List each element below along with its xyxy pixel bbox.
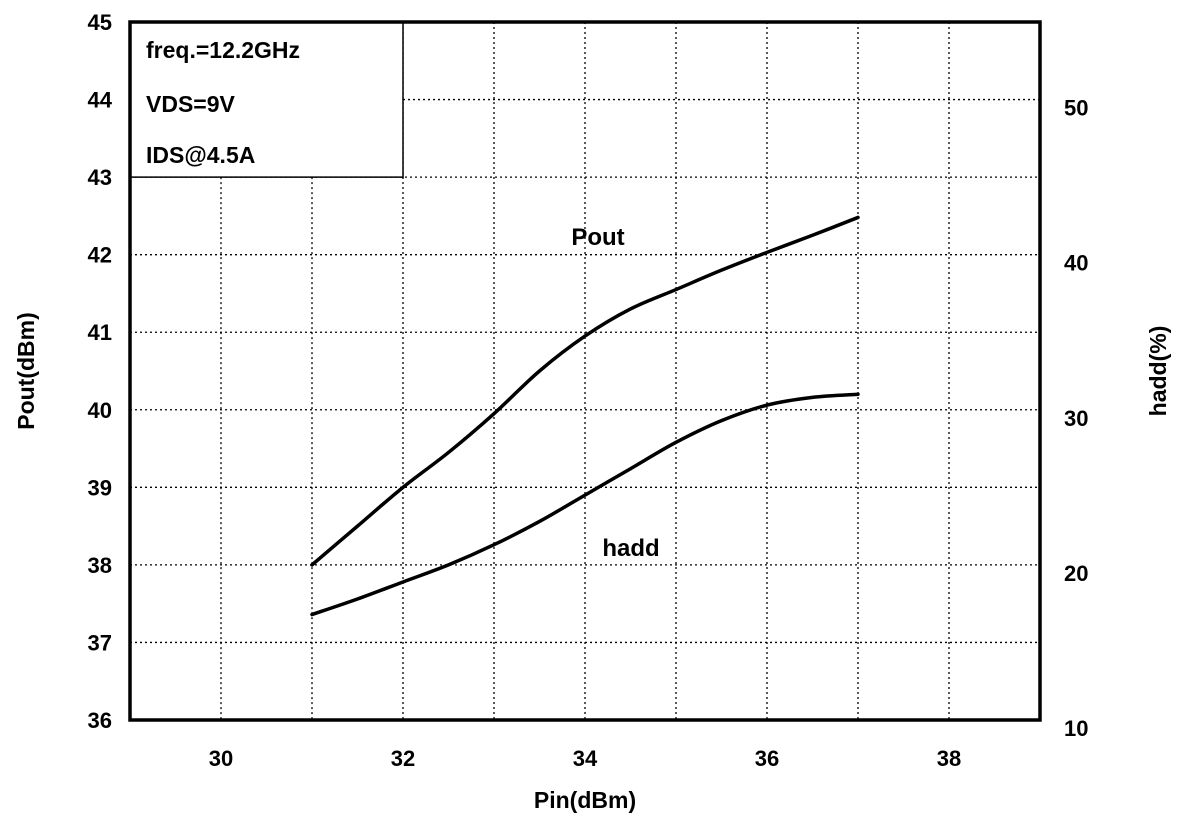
- annotation-frequency: freq.=12.2GHz: [146, 37, 300, 63]
- y2-tick-label: 40: [1064, 251, 1088, 276]
- series-label-hadd: hadd: [602, 535, 659, 562]
- y-tick-label: 40: [88, 398, 112, 423]
- x-tick-label: 36: [755, 746, 779, 771]
- annotation-ids: IDS@4.5A: [146, 142, 255, 168]
- y2-tick-labels: 10 20 30 40 50: [1064, 96, 1088, 741]
- y2-axis-title: hadd(%): [1145, 326, 1171, 417]
- y-tick-label: 42: [88, 243, 112, 268]
- info-box-border: [129, 21, 404, 178]
- series-line-pout: [310, 215, 860, 567]
- x-tick-labels: 30 32 34 36 38: [209, 746, 961, 771]
- x-axis-title: Pin(dBm): [534, 787, 636, 813]
- y-tick-label: 44: [88, 88, 113, 113]
- y2-tick-label: 50: [1064, 96, 1088, 121]
- annotation-vds: VDS=9V: [146, 91, 236, 117]
- y-tick-label: 39: [88, 475, 112, 500]
- y2-tick-label: 20: [1064, 561, 1088, 586]
- y2-tick-label: 30: [1064, 406, 1088, 431]
- x-tick-label: 34: [573, 746, 598, 771]
- series-label-pout: Pout: [571, 224, 624, 251]
- plot-frame: [128, 20, 1042, 722]
- series-lines: [310, 215, 860, 617]
- y-tick-label: 36: [88, 708, 112, 733]
- y-axis-title: Pout(dBm): [13, 312, 39, 430]
- x-tick-label: 30: [209, 746, 233, 771]
- info-box: freq.=12.2GHz VDS=9V IDS@4.5A: [129, 21, 404, 178]
- y-tick-label: 45: [88, 10, 112, 35]
- series-line-hadd: [310, 392, 860, 617]
- x-tick-label: 32: [391, 746, 415, 771]
- y-tick-label: 41: [88, 320, 112, 345]
- y-tick-label: 37: [88, 630, 112, 655]
- y2-tick-label: 10: [1064, 716, 1088, 741]
- x-tick-label: 38: [937, 746, 961, 771]
- y-tick-label: 38: [88, 553, 112, 578]
- y-tick-labels: 36 37 38 39 40 41 42 43 44 45: [88, 10, 113, 733]
- y-tick-label: 43: [88, 165, 112, 190]
